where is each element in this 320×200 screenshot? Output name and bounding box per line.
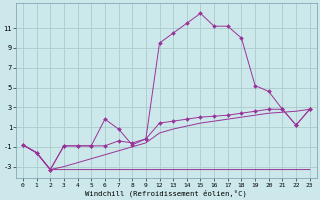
X-axis label: Windchill (Refroidissement éolien,°C): Windchill (Refroidissement éolien,°C) [85, 189, 247, 197]
